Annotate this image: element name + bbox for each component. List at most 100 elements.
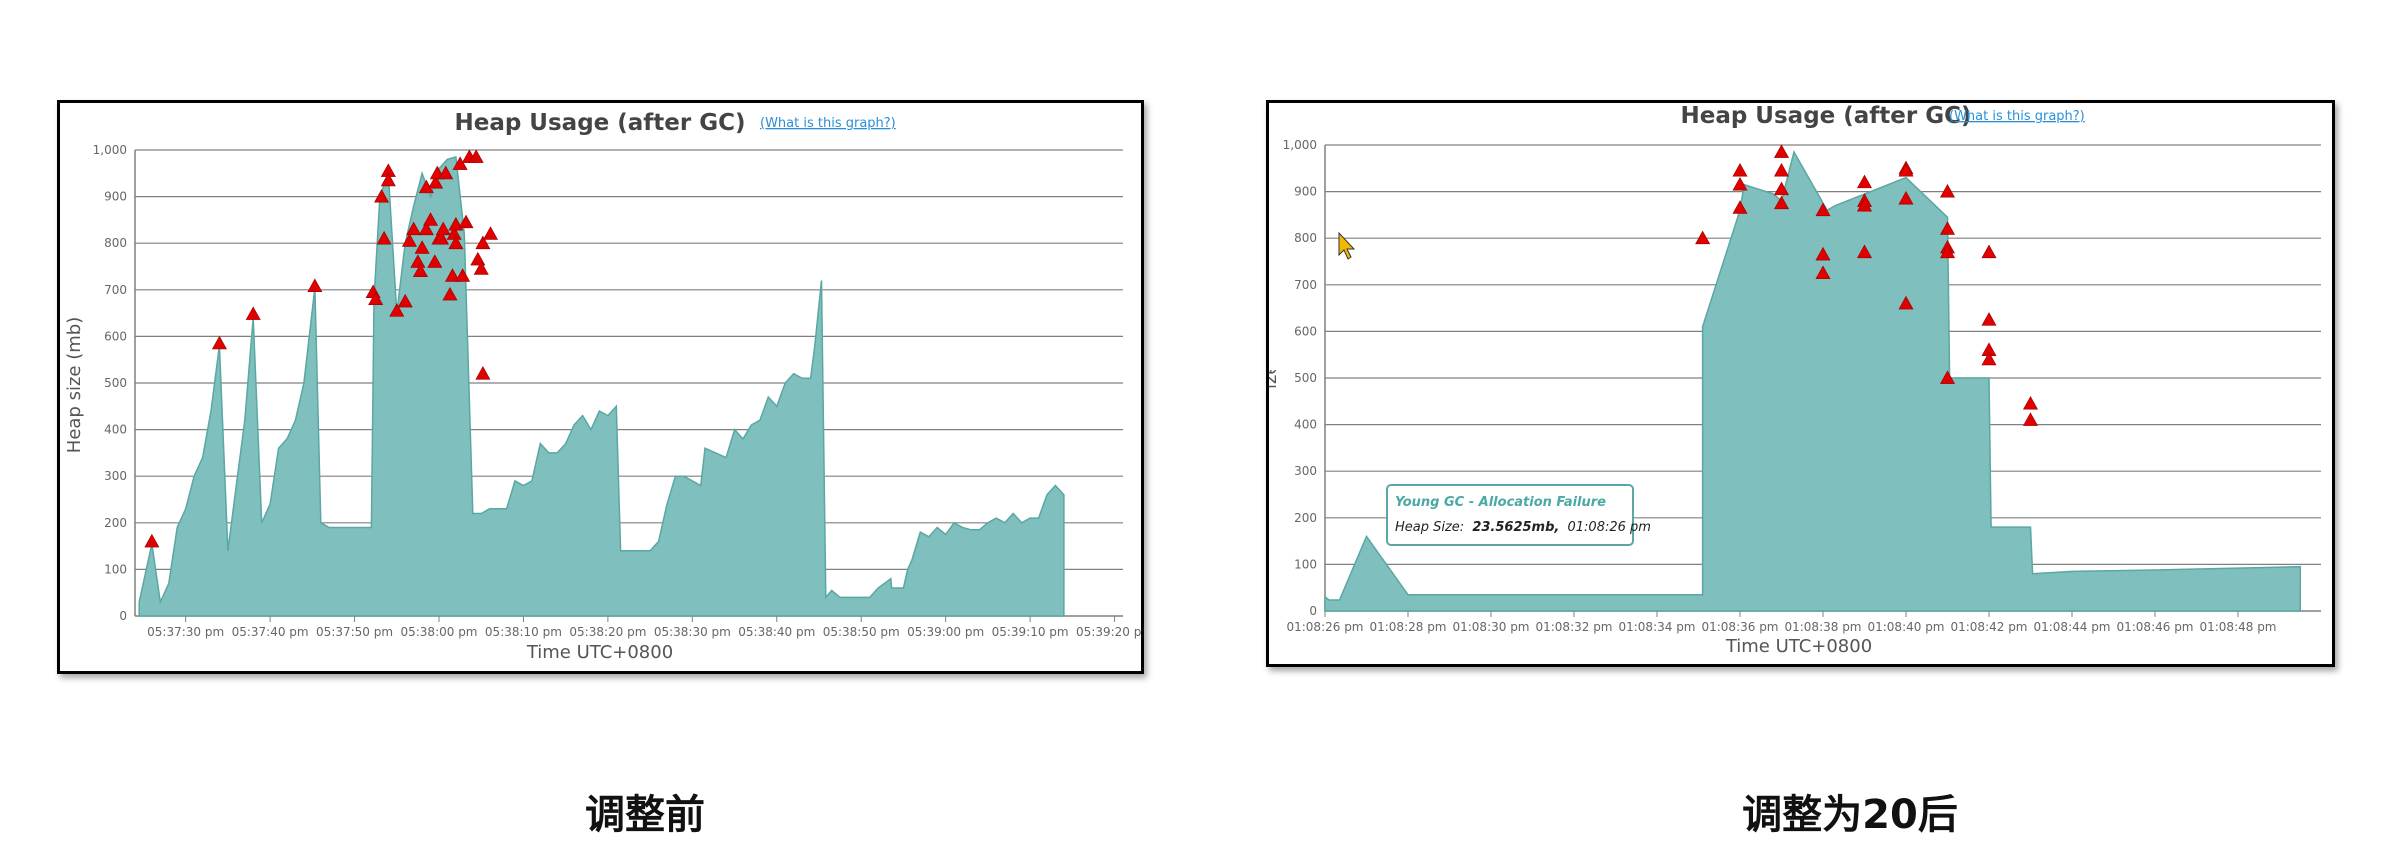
full-gc-marker[interactable] (1732, 176, 1748, 191)
full-gc-marker[interactable] (483, 226, 499, 240)
full-gc-marker[interactable] (427, 254, 443, 268)
x-tick-label: 01:08:30 pm (1452, 620, 1529, 634)
y-tick-label: 600 (1294, 324, 1317, 338)
full-gc-marker[interactable] (1939, 183, 1956, 198)
full-gc-marker[interactable] (448, 235, 464, 250)
full-gc-marker[interactable] (1939, 244, 1956, 259)
full-gc-marker[interactable] (406, 221, 422, 236)
full-gc-marker[interactable] (414, 240, 430, 254)
full-gc-marker[interactable] (1856, 197, 1873, 212)
y-tick-label: 600 (104, 329, 127, 343)
full-gc-marker[interactable] (307, 278, 323, 292)
full-gc-marker[interactable] (1856, 174, 1873, 189)
y-tick-label: 900 (104, 190, 127, 204)
full-gc-marker[interactable] (445, 268, 461, 282)
full-gc-marker[interactable] (245, 306, 261, 320)
full-gc-marker[interactable] (1773, 195, 1790, 210)
full-gc-marker[interactable] (458, 214, 474, 229)
y-tick-label: 0 (1309, 604, 1317, 618)
full-gc-marker[interactable] (1981, 351, 1997, 366)
full-gc-marker[interactable] (470, 251, 486, 266)
full-gc-marker[interactable] (2022, 412, 2039, 426)
full-gc-marker[interactable] (211, 335, 227, 350)
full-gc-marker[interactable] (1939, 370, 1956, 384)
x-tick-label: 05:39:00 pm (907, 625, 984, 639)
full-gc-marker[interactable] (1732, 200, 1748, 214)
x-tick-label: 01:08:42 pm (1950, 620, 2027, 634)
full-gc-marker[interactable] (1815, 265, 1831, 280)
full-gc-marker[interactable] (1773, 181, 1790, 196)
full-gc-marker[interactable] (1695, 230, 1711, 245)
x-tick-label: 05:39:10 pm (992, 625, 1069, 639)
full-gc-marker[interactable] (435, 221, 451, 236)
full-gc-marker[interactable] (473, 261, 489, 275)
full-gc-marker[interactable] (434, 230, 450, 245)
y-tick-label: 100 (1294, 557, 1317, 571)
y-axis-label-clip: Heap size (mb) (1269, 315, 1281, 451)
y-tick-label: 1,000 (1283, 138, 1317, 152)
x-tick-label: 01:08:44 pm (2033, 620, 2110, 634)
x-axis-label: Time UTC+0800 (1725, 636, 1872, 657)
x-tick-label: 01:08:34 pm (1618, 620, 1695, 634)
tooltip-time: 01:08:26 pm (1568, 520, 1651, 535)
full-gc-marker[interactable] (423, 212, 439, 226)
full-gc-marker[interactable] (1898, 295, 1914, 310)
heap-area-series (138, 156, 1065, 617)
x-tick-label: 05:38:30 pm (654, 625, 731, 639)
heap-area-series (1324, 150, 2302, 612)
full-gc-marker[interactable] (1773, 163, 1790, 177)
y-tick-label: 500 (1294, 371, 1317, 385)
full-gc-marker[interactable] (452, 156, 468, 170)
right-chart-panel: Heap Usage (after GC) (What is this grap… (1266, 100, 2335, 667)
y-tick-label: 1,000 (93, 143, 127, 157)
full-gc-marker[interactable] (412, 263, 428, 278)
x-tick-label: 05:39:20 pm (1076, 625, 1141, 639)
help-link[interactable]: (What is this graph?) (760, 116, 896, 131)
full-gc-marker[interactable] (374, 188, 390, 203)
full-gc-marker[interactable] (410, 254, 426, 268)
full-gc-marker[interactable] (2022, 396, 2039, 410)
y-axis-label: Heap size (mb) (1269, 315, 1281, 451)
help-link[interactable]: (What is this graph?) (1949, 109, 2085, 124)
x-tick-label: 05:38:40 pm (738, 625, 815, 639)
full-gc-marker[interactable] (1732, 163, 1748, 177)
tooltip-label: Heap Size: (1395, 520, 1464, 535)
full-gc-marker[interactable] (468, 149, 484, 163)
full-gc-marker[interactable] (455, 268, 471, 282)
full-gc-marker[interactable] (418, 221, 434, 236)
chart-title: Heap Usage (after GC) (454, 110, 745, 136)
full-gc-marker[interactable] (368, 291, 384, 306)
caption-before: 调整前 (585, 792, 705, 838)
full-gc-marker[interactable] (438, 165, 454, 180)
full-gc-marker[interactable] (1773, 144, 1790, 158)
x-tick-label: 05:38:20 pm (569, 625, 646, 639)
x-tick-label: 05:37:50 pm (316, 625, 393, 639)
full-gc-marker[interactable] (442, 286, 458, 301)
full-gc-marker[interactable] (1815, 202, 1831, 217)
y-tick-label: 700 (1294, 278, 1317, 292)
full-gc-marker[interactable] (401, 233, 417, 247)
full-gc-marker[interactable] (1981, 244, 1997, 259)
right-heap-chart: Heap Usage (after GC) (What is this grap… (1269, 103, 2321, 657)
x-tick-label: 05:37:30 pm (147, 625, 224, 639)
caption-after: 调整为20后 (1742, 792, 1958, 838)
full-gc-marker[interactable] (1981, 312, 1997, 326)
full-gc-marker[interactable] (376, 230, 392, 245)
full-gc-marker[interactable] (1898, 163, 1914, 177)
full-gc-marker[interactable] (1898, 190, 1914, 205)
full-gc-marker[interactable] (1939, 221, 1956, 235)
full-gc-marker[interactable] (475, 366, 491, 380)
full-gc-marker[interactable] (397, 293, 413, 308)
full-gc-marker[interactable] (1856, 244, 1873, 259)
x-tick-label: 05:38:50 pm (823, 625, 900, 639)
full-gc-marker[interactable] (428, 175, 444, 189)
y-tick-label: 100 (104, 562, 127, 576)
full-gc-marker[interactable] (389, 303, 405, 317)
full-gc-marker[interactable] (380, 172, 396, 187)
full-gc-marker[interactable] (1815, 246, 1831, 261)
x-tick-label: 01:08:46 pm (2116, 620, 2193, 634)
gc-tooltip: Young GC - Allocation Failure Heap Size:… (1386, 484, 1651, 546)
tooltip-value: 23.5625mb, (1472, 520, 1559, 535)
full-gc-marker[interactable] (475, 235, 491, 250)
full-gc-marker[interactable] (144, 533, 160, 548)
